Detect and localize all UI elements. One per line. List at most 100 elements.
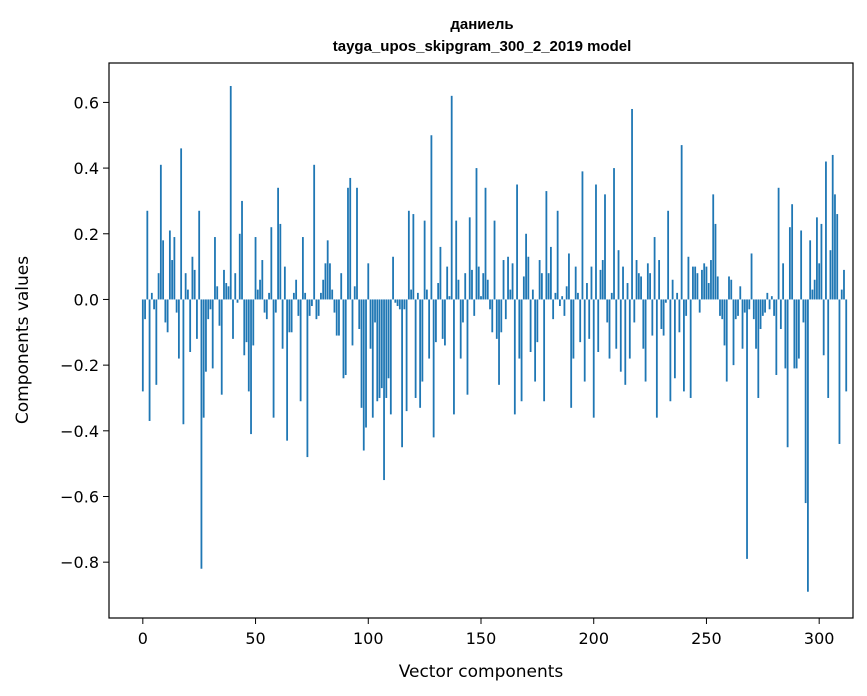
bar-104 — [376, 299, 379, 402]
bar-169 — [522, 276, 525, 300]
bar-15 — [175, 299, 178, 313]
bar-20 — [187, 289, 189, 300]
bar-256 — [719, 299, 721, 316]
bar-177 — [540, 273, 543, 300]
bar-82 — [326, 240, 329, 300]
y-tick-label: −0.2 — [60, 356, 99, 375]
bar-286 — [786, 299, 789, 448]
x-tick-label: 50 — [245, 629, 265, 648]
bar-185 — [559, 299, 561, 307]
bar-292 — [800, 230, 803, 300]
bar-129 — [432, 299, 435, 438]
bar-138 — [453, 299, 455, 415]
bar-233 — [667, 210, 670, 300]
bar-215 — [626, 283, 629, 300]
bar-301 — [820, 223, 823, 300]
bar-209 — [613, 168, 615, 300]
bar-124 — [421, 299, 424, 382]
bar-42 — [236, 299, 239, 303]
bar-61 — [279, 223, 282, 300]
bar-17 — [180, 148, 183, 300]
bar-41 — [234, 273, 237, 300]
bar-219 — [635, 260, 638, 300]
bar-205 — [604, 194, 606, 300]
bar-18 — [182, 299, 185, 425]
bar-80 — [322, 279, 325, 300]
bar-93 — [351, 299, 354, 346]
bar-145 — [468, 217, 471, 300]
bar-29 — [207, 299, 210, 320]
bar-95 — [356, 187, 358, 300]
bar-136 — [448, 296, 451, 300]
bar-249 — [703, 263, 706, 300]
bar-50 — [254, 237, 257, 300]
bar-38 — [227, 286, 230, 300]
bar-168 — [520, 299, 523, 402]
bar-306 — [831, 154, 834, 300]
y-tick-label: −0.6 — [60, 487, 99, 506]
bar-118 — [407, 210, 410, 300]
bar-100 — [367, 263, 370, 300]
bar-106 — [380, 299, 383, 389]
bar-55 — [265, 299, 268, 320]
bar-45 — [243, 299, 246, 356]
bar-223 — [644, 299, 647, 382]
bar-227 — [653, 237, 656, 300]
bar-161 — [504, 299, 507, 320]
bar-178 — [543, 299, 546, 402]
bar-188 — [565, 286, 568, 300]
bar-79 — [320, 292, 322, 300]
bar-91 — [347, 187, 349, 300]
bar-243 — [689, 299, 692, 398]
bar-175 — [536, 299, 539, 343]
bar-190 — [570, 299, 573, 408]
bar-166 — [516, 184, 518, 300]
bar-48 — [250, 299, 252, 435]
bar-141 — [459, 299, 462, 359]
bar-294 — [804, 299, 807, 504]
bar-232 — [664, 299, 667, 303]
bar-92 — [349, 177, 352, 300]
bar-98 — [362, 299, 365, 451]
y-tick-label: 0.6 — [74, 93, 99, 112]
bar-152 — [484, 187, 487, 300]
bar-211 — [617, 250, 620, 300]
bar-130 — [435, 299, 437, 343]
bar-184 — [556, 210, 559, 300]
bar-2 — [146, 210, 149, 300]
bar-77 — [315, 299, 318, 320]
x-tick-label: 0 — [138, 629, 148, 648]
bar-11 — [166, 299, 169, 333]
bar-255 — [716, 276, 719, 300]
bar-76 — [313, 164, 316, 300]
bar-44 — [241, 200, 243, 300]
bar-303 — [825, 161, 827, 300]
bar-107 — [383, 299, 385, 481]
bar-157 — [495, 299, 498, 339]
bar-52 — [259, 279, 261, 300]
bar-97 — [360, 299, 363, 408]
bar-172 — [529, 299, 532, 352]
bar-170 — [525, 233, 527, 300]
bar-214 — [624, 299, 627, 385]
bar-39 — [229, 85, 232, 300]
bar-59 — [274, 299, 277, 313]
bar-305 — [829, 250, 832, 300]
bar-171 — [527, 256, 530, 300]
bar-128 — [430, 135, 433, 300]
bar-37 — [225, 283, 228, 300]
bar-84 — [331, 289, 334, 300]
bar-36 — [223, 269, 225, 300]
chart-title-line1: даниель — [450, 16, 513, 33]
bar-81 — [324, 263, 327, 300]
bar-304 — [827, 299, 830, 398]
bar-284 — [782, 263, 785, 300]
bar-19 — [184, 273, 187, 300]
x-axis-label: Vector components — [399, 662, 564, 682]
bar-series — [141, 85, 848, 592]
bar-69 — [297, 299, 300, 316]
bar-164 — [511, 263, 514, 300]
bar-208 — [610, 292, 613, 300]
bar-239 — [680, 145, 683, 300]
